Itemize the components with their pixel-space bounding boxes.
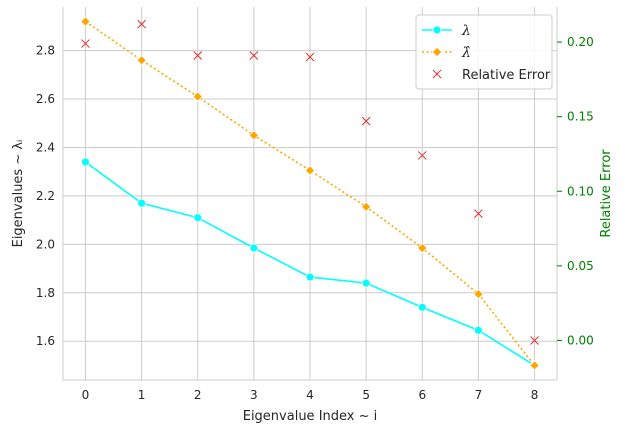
y2-tick-label: 0.10 [567,184,594,198]
series-1-point [529,360,540,371]
x-marker-stroke [417,151,427,160]
series-0-point [249,243,259,253]
x-tick-label: 0 [82,388,90,402]
legend-label-2: Relative Error [462,68,551,83]
y2-tick-label: 0.05 [567,259,594,273]
x-tick-label: 1 [138,388,146,402]
legend-marker-2 [432,69,442,79]
series-2-point [193,51,203,60]
grid [63,7,557,380]
y-axis-label: Eigenvalues ~ λᵢ [11,140,26,248]
series-2-point [81,39,90,48]
series-1-point [136,55,147,66]
x-marker-stroke [305,52,315,62]
x-marker-stroke [137,19,146,29]
series-2-point [474,209,483,218]
x-marker-stroke [249,51,259,60]
series-0-point [81,157,90,167]
series-1-point [80,16,91,27]
ticks: 0 1 2 3 4 5 6 7 8 1.6 1.8 2.0 2.2 2.4 2.6 2.8 0.00 0.05 0.… [36,35,594,402]
series-0-point [474,325,483,335]
series-2-point [417,151,427,160]
x-marker-stroke [432,69,442,79]
axes-spines [62,7,558,381]
x-tick-label: 5 [362,388,370,402]
series-0-point [305,272,315,282]
x-marker-stroke [530,336,539,345]
series-0-point [137,198,146,208]
series-2-point [137,19,146,29]
series-1-point [192,91,203,102]
x-tick-label: 8 [531,388,539,402]
x-tick-label: 4 [306,388,314,402]
series [80,16,540,371]
y-tick-label: 2.0 [36,237,55,251]
x-marker-stroke [361,116,371,126]
x-marker-stroke [193,51,203,60]
x-marker-stroke [474,209,483,218]
series-1-point [417,242,428,254]
legend: λ λ̂ Relative Error [415,14,553,90]
series-2-point [305,52,315,62]
series-2-point [530,336,539,345]
y-tick-label: 2.6 [36,92,55,106]
y-tick-label: 1.8 [36,286,55,300]
x-marker-stroke [81,39,90,48]
series-0-point [193,213,203,223]
y2-tick-label: 0.00 [567,333,594,347]
y-tick-label: 2.8 [36,44,55,58]
y-tick-label: 1.6 [36,334,55,348]
legend-marker-1 [431,46,443,58]
series-0-point [361,278,371,288]
series-2-point [361,116,371,126]
legend-box [415,14,553,90]
y2-tick-label: 0.20 [567,35,594,49]
legend-label-1: λ̂ [461,45,471,61]
y2-axis-label: Relative Error [599,149,614,238]
x-tick-label: 6 [418,388,426,402]
series-1-point [304,165,316,176]
x-axis-label: Eigenvalue Index ~ i [243,409,378,424]
axis-labels: Eigenvalue Index ~ i Eigenvalues ~ λᵢ Rela… [11,140,614,424]
series-1-point [473,288,484,300]
x-tick-label: 7 [475,388,483,402]
series-1-point [360,201,372,212]
x-tick-label: 3 [250,388,258,402]
series-1-point [248,130,260,141]
series-0-point [417,302,427,312]
y-tick-label: 2.4 [36,140,55,154]
legend-marker-0 [432,25,442,35]
y2-tick-label: 0.15 [567,110,594,124]
legend-label-0: λ [461,23,471,39]
y-tick-label: 2.2 [36,189,55,203]
series-2-point [249,51,259,60]
x-tick-label: 2 [194,388,202,402]
